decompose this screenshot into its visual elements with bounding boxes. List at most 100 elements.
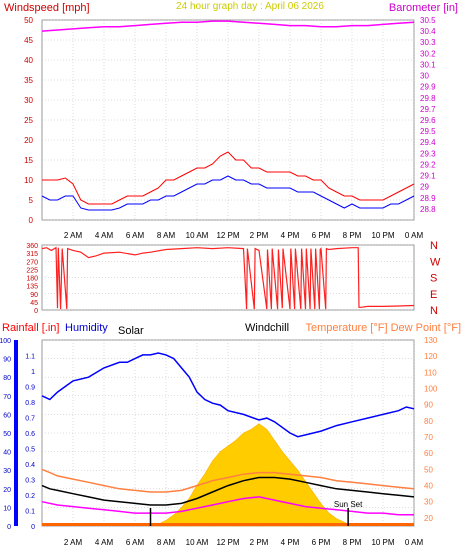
temperature-series-line [41,468,415,493]
temperature-x-tick-label: 6 PM [312,538,331,547]
barometer-tick-label: 29.7 [420,105,436,114]
windspeed-tick-label: 45 [24,36,33,45]
humidity-tick-label: 70 [3,394,11,401]
temperature-x-tick-label: 8 AM [157,538,176,547]
temperature-x-tick-label: 12 PM [216,538,239,547]
temperature-tick-label: 40 [424,482,433,491]
windspeed-series-line [42,151,415,205]
temperature-x-tick-label: 0 AM [405,538,424,547]
humidity-tick-label: 0 [7,524,11,531]
compass-tick-label: E [430,289,437,301]
barometer-tick-label: 29.3 [420,149,436,158]
humidity-tick-label: 10 [3,505,11,512]
windspeed-axis-ticks: 0 5 10 15 20 25 30 35 40 45 50 [24,16,33,225]
sun-markers: Sun Set [149,500,363,526]
humidity-axis-bar [14,340,18,526]
wind-x-tick-label: 0 AM [405,231,424,240]
barometer-tick-label: 30.4 [420,27,436,36]
barometer-tick-label: 30 [420,72,429,81]
temperature-x-tick-label: 4 AM [95,538,114,547]
humidity-tick-label: 40 [3,450,11,457]
barometer-tick-label: 29 [420,183,429,192]
temperature-x-tick-label: 2 PM [250,538,269,547]
compass-tick-label: S [430,273,437,285]
windspeed-tick-label: 5 [29,196,34,205]
temperature-tick-label: 130 [424,336,438,345]
humidity-tick-label: 20 [3,487,11,494]
barometer-axis-ticks: 28.8 28.9 29 29.1 29.2 29.3 29.4 29.5 29.6 29.7 29… [420,16,436,214]
temperature-tick-label: 80 [424,417,433,426]
wind-x-tick-label: 10 AM [186,231,209,240]
temperature-x-tick-label: 4 PM [281,538,300,547]
humidity-tick-label: 100 [0,338,11,345]
temperature-x-tick-label: 8 PM [343,538,362,547]
rainfall-tick-label: 0.6 [25,431,35,438]
wind-x-tick-label: 8 PM [343,231,362,240]
humidity-tick-label: 30 [3,468,11,475]
barometer-tick-label: 30.5 [420,16,436,25]
direction-degree-label: 45 [30,300,38,307]
direction-degree-label: 225 [26,267,38,274]
direction-degree-label: 315 [26,251,38,258]
rainfall-tick-label: 0.1 [25,509,35,516]
temperature-x-tick-label: 2 AM [64,538,83,547]
humidity-series-line [41,352,415,438]
windspeed-tick-label: 20 [24,136,33,145]
rainfall-tick-label: 0.8 [25,400,35,407]
barometer-tick-label: 29.8 [420,94,436,103]
windspeed-tick-label: 40 [24,56,33,65]
windchill-label: Windchill [245,322,289,334]
wind-x-tick-label: 6 AM [126,231,145,240]
temperature-tick-label: 70 [424,433,433,442]
windspeed-tick-label: 10 [24,176,33,185]
humidity-tick-label: 80 [3,375,11,382]
wind-x-tick-label: 4 PM [281,231,300,240]
temperature-x-tick-label: 10 AM [186,538,209,547]
barometer-tick-label: 29.2 [420,160,436,169]
windspeed-axis-label: Windspeed [mph] [4,2,90,14]
wind-x-tick-label: 10 PM [371,231,394,240]
humidity-tick-label: 90 [3,357,11,364]
temperature-tick-label: 110 [424,368,437,377]
direction-degree-label: 360 [26,243,38,250]
humidity-tick-label: 50 [3,431,11,438]
rainfall-tick-label: 0.5 [25,447,35,454]
rainfall-tick-label: 0.9 [25,385,35,392]
barometer-tick-label: 30.2 [420,49,436,58]
rainfall-axis-label: Rainfall [.in] [2,322,59,334]
wind-x-tick-label: 2 PM [250,231,269,240]
windspeed-tick-label: 30 [24,96,33,105]
temperature-axis-ticks: 20 30 40 50 60 70 80 90 100 110 120 130 [424,336,438,523]
rainfall-tick-label: 0.3 [25,478,35,485]
compass-tick-label: W [430,256,441,268]
barometer-tick-label: 29.9 [420,83,436,92]
temperature-dewpoint-axis-label: Temperature [°F] Dew Point [°F] [305,322,461,334]
rainfall-series-bar [42,523,414,526]
compass-tick-label: N [430,240,438,252]
direction-degree-label: 180 [26,276,38,283]
wind-x-tick-label: 12 PM [216,231,239,240]
solar-label: Solar [118,325,144,337]
direction-degree-label: 0 [34,308,38,315]
humidity-tick-label: 60 [3,412,11,419]
wind-x-tick-label: 8 AM [157,231,176,240]
average-wind-series-line [41,175,415,211]
windspeed-tick-label: 0 [29,216,34,225]
windspeed-tick-label: 15 [24,156,33,165]
humidity-axis-label: Humidity [65,322,108,334]
wind-direction-series-line [41,246,415,310]
rainfall-tick-label: 1 [31,369,35,376]
direction-degree-label: 135 [26,284,38,291]
direction-grid [42,244,414,311]
barometer-tick-label: 29.5 [420,127,436,136]
rainfall-tick-label: 0.4 [25,462,35,469]
temperature-tick-label: 120 [424,352,438,361]
windchill-series-line [41,476,415,506]
rainfall-tick-label: 1.1 [25,354,35,361]
sun-set-label: Sun Set [334,500,363,509]
